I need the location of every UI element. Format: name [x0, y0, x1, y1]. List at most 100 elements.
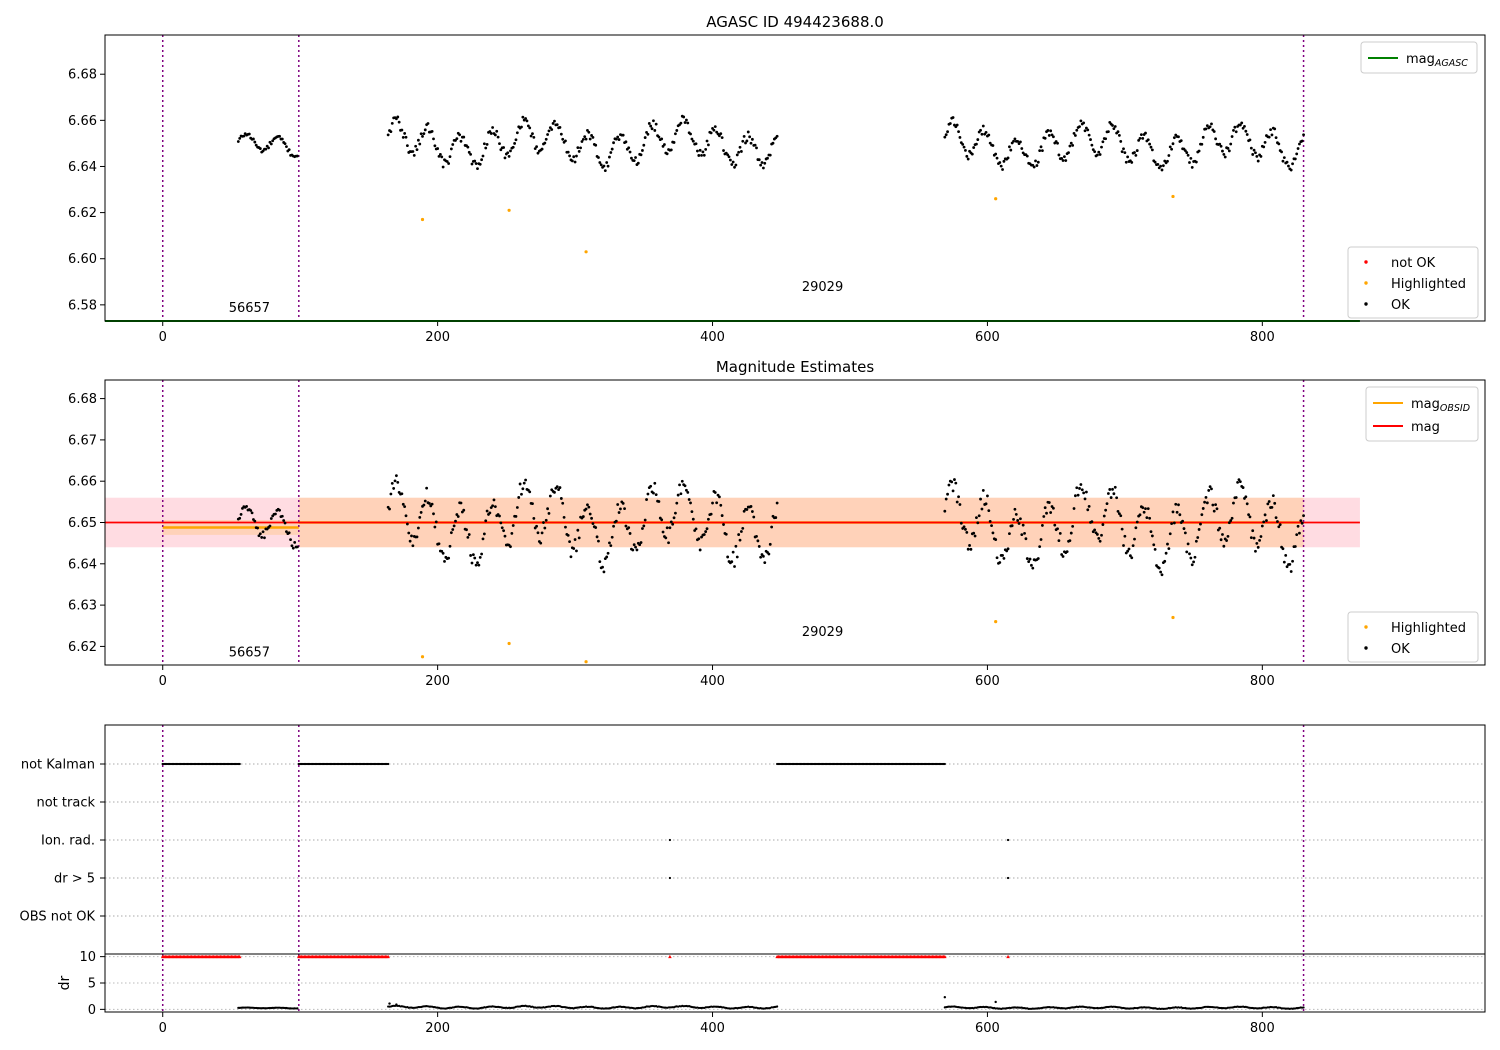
ok-point	[657, 500, 661, 503]
ok-point	[737, 533, 741, 536]
ok-point	[1193, 555, 1197, 559]
ok-point	[282, 519, 286, 522]
ok-point	[1069, 531, 1073, 535]
ok-point	[1160, 168, 1164, 172]
ok-point	[961, 142, 965, 146]
ok-point	[437, 542, 441, 546]
ok-point	[981, 489, 985, 492]
ok-point	[1144, 507, 1147, 511]
ok-point	[1146, 507, 1150, 511]
ok-point	[619, 507, 622, 511]
ok-point	[1248, 515, 1252, 519]
ok-point	[1262, 145, 1266, 149]
ok-point	[1205, 124, 1209, 128]
ok-point	[1248, 138, 1252, 142]
ok-point	[601, 565, 604, 569]
ok-point	[258, 532, 262, 536]
ok-point	[451, 143, 455, 146]
ok-point	[458, 133, 462, 137]
ok-point	[621, 501, 625, 505]
ok-point	[555, 123, 559, 127]
ok-point	[757, 545, 761, 548]
ok-point	[775, 501, 779, 505]
ok-point	[690, 510, 694, 513]
ok-point	[515, 506, 519, 509]
ok-point	[707, 517, 710, 521]
ok-point	[635, 548, 639, 552]
ok-point	[1102, 514, 1106, 518]
ok-point	[610, 147, 614, 151]
ok-point	[639, 153, 643, 157]
ok-point	[610, 535, 614, 539]
ok-point	[491, 504, 495, 508]
ok-point	[707, 143, 710, 147]
ok-point	[612, 524, 615, 528]
ok-point	[1223, 155, 1227, 159]
ok-point	[503, 534, 507, 538]
ok-point	[432, 512, 435, 516]
ok-point	[771, 141, 775, 145]
y-tick-label: 6.64	[68, 160, 97, 175]
ok-point	[1025, 154, 1029, 158]
x-tick-label: 600	[975, 1021, 1000, 1036]
ok-point	[687, 498, 691, 501]
ok-point	[1068, 144, 1072, 148]
ok-point	[654, 493, 658, 497]
ok-point	[1263, 513, 1267, 517]
ok-point	[1076, 493, 1080, 497]
ok-point	[1112, 127, 1116, 131]
ok-point	[768, 542, 772, 546]
ok-point	[1068, 539, 1072, 543]
ok-point	[1188, 552, 1191, 556]
ok-point	[499, 521, 503, 525]
ok-point	[561, 137, 565, 141]
ok-point	[697, 537, 701, 541]
ok-point	[602, 164, 606, 168]
ok-point	[719, 132, 723, 136]
ok-point	[448, 155, 452, 159]
ok-point	[702, 153, 706, 157]
ok-point	[1190, 165, 1194, 169]
ok-point	[617, 511, 621, 514]
ok-point	[984, 130, 988, 134]
ok-point	[511, 145, 515, 149]
ok-point	[253, 519, 257, 523]
ok-point	[1093, 150, 1097, 154]
ok-point	[1251, 529, 1255, 533]
ok-point	[686, 121, 690, 125]
ok-point	[1148, 516, 1152, 520]
ok-point	[245, 504, 248, 508]
highlighted-point	[994, 197, 998, 201]
ok-point	[1177, 135, 1180, 139]
ok-point	[1010, 524, 1014, 528]
ok-point	[969, 547, 973, 551]
highlighted-point	[994, 620, 998, 624]
ok-point	[1247, 513, 1250, 517]
ok-point	[404, 514, 408, 518]
ok-point	[1041, 149, 1044, 153]
ok-point	[968, 544, 971, 547]
ok-point	[263, 536, 266, 540]
ok-point	[749, 505, 753, 508]
ok-point	[1049, 511, 1053, 514]
ok-point	[576, 146, 580, 149]
ok-point	[1142, 510, 1146, 514]
ok-point	[540, 531, 544, 535]
ok-point	[1269, 128, 1272, 132]
ok-point	[748, 135, 752, 139]
ok-point	[1159, 164, 1163, 168]
ok-point	[427, 502, 431, 505]
ok-point	[386, 133, 390, 137]
ok-point	[278, 134, 281, 138]
ok-point	[1072, 507, 1076, 510]
ok-point	[419, 511, 423, 514]
ok-point	[1197, 528, 1201, 531]
ok-point	[1210, 122, 1213, 126]
ok-point	[543, 526, 547, 530]
ok-point	[734, 163, 738, 167]
ok-point	[1056, 141, 1059, 145]
ok-point	[1152, 543, 1156, 547]
ok-point	[959, 521, 963, 525]
ok-point	[518, 482, 522, 486]
ok-point	[553, 119, 556, 123]
